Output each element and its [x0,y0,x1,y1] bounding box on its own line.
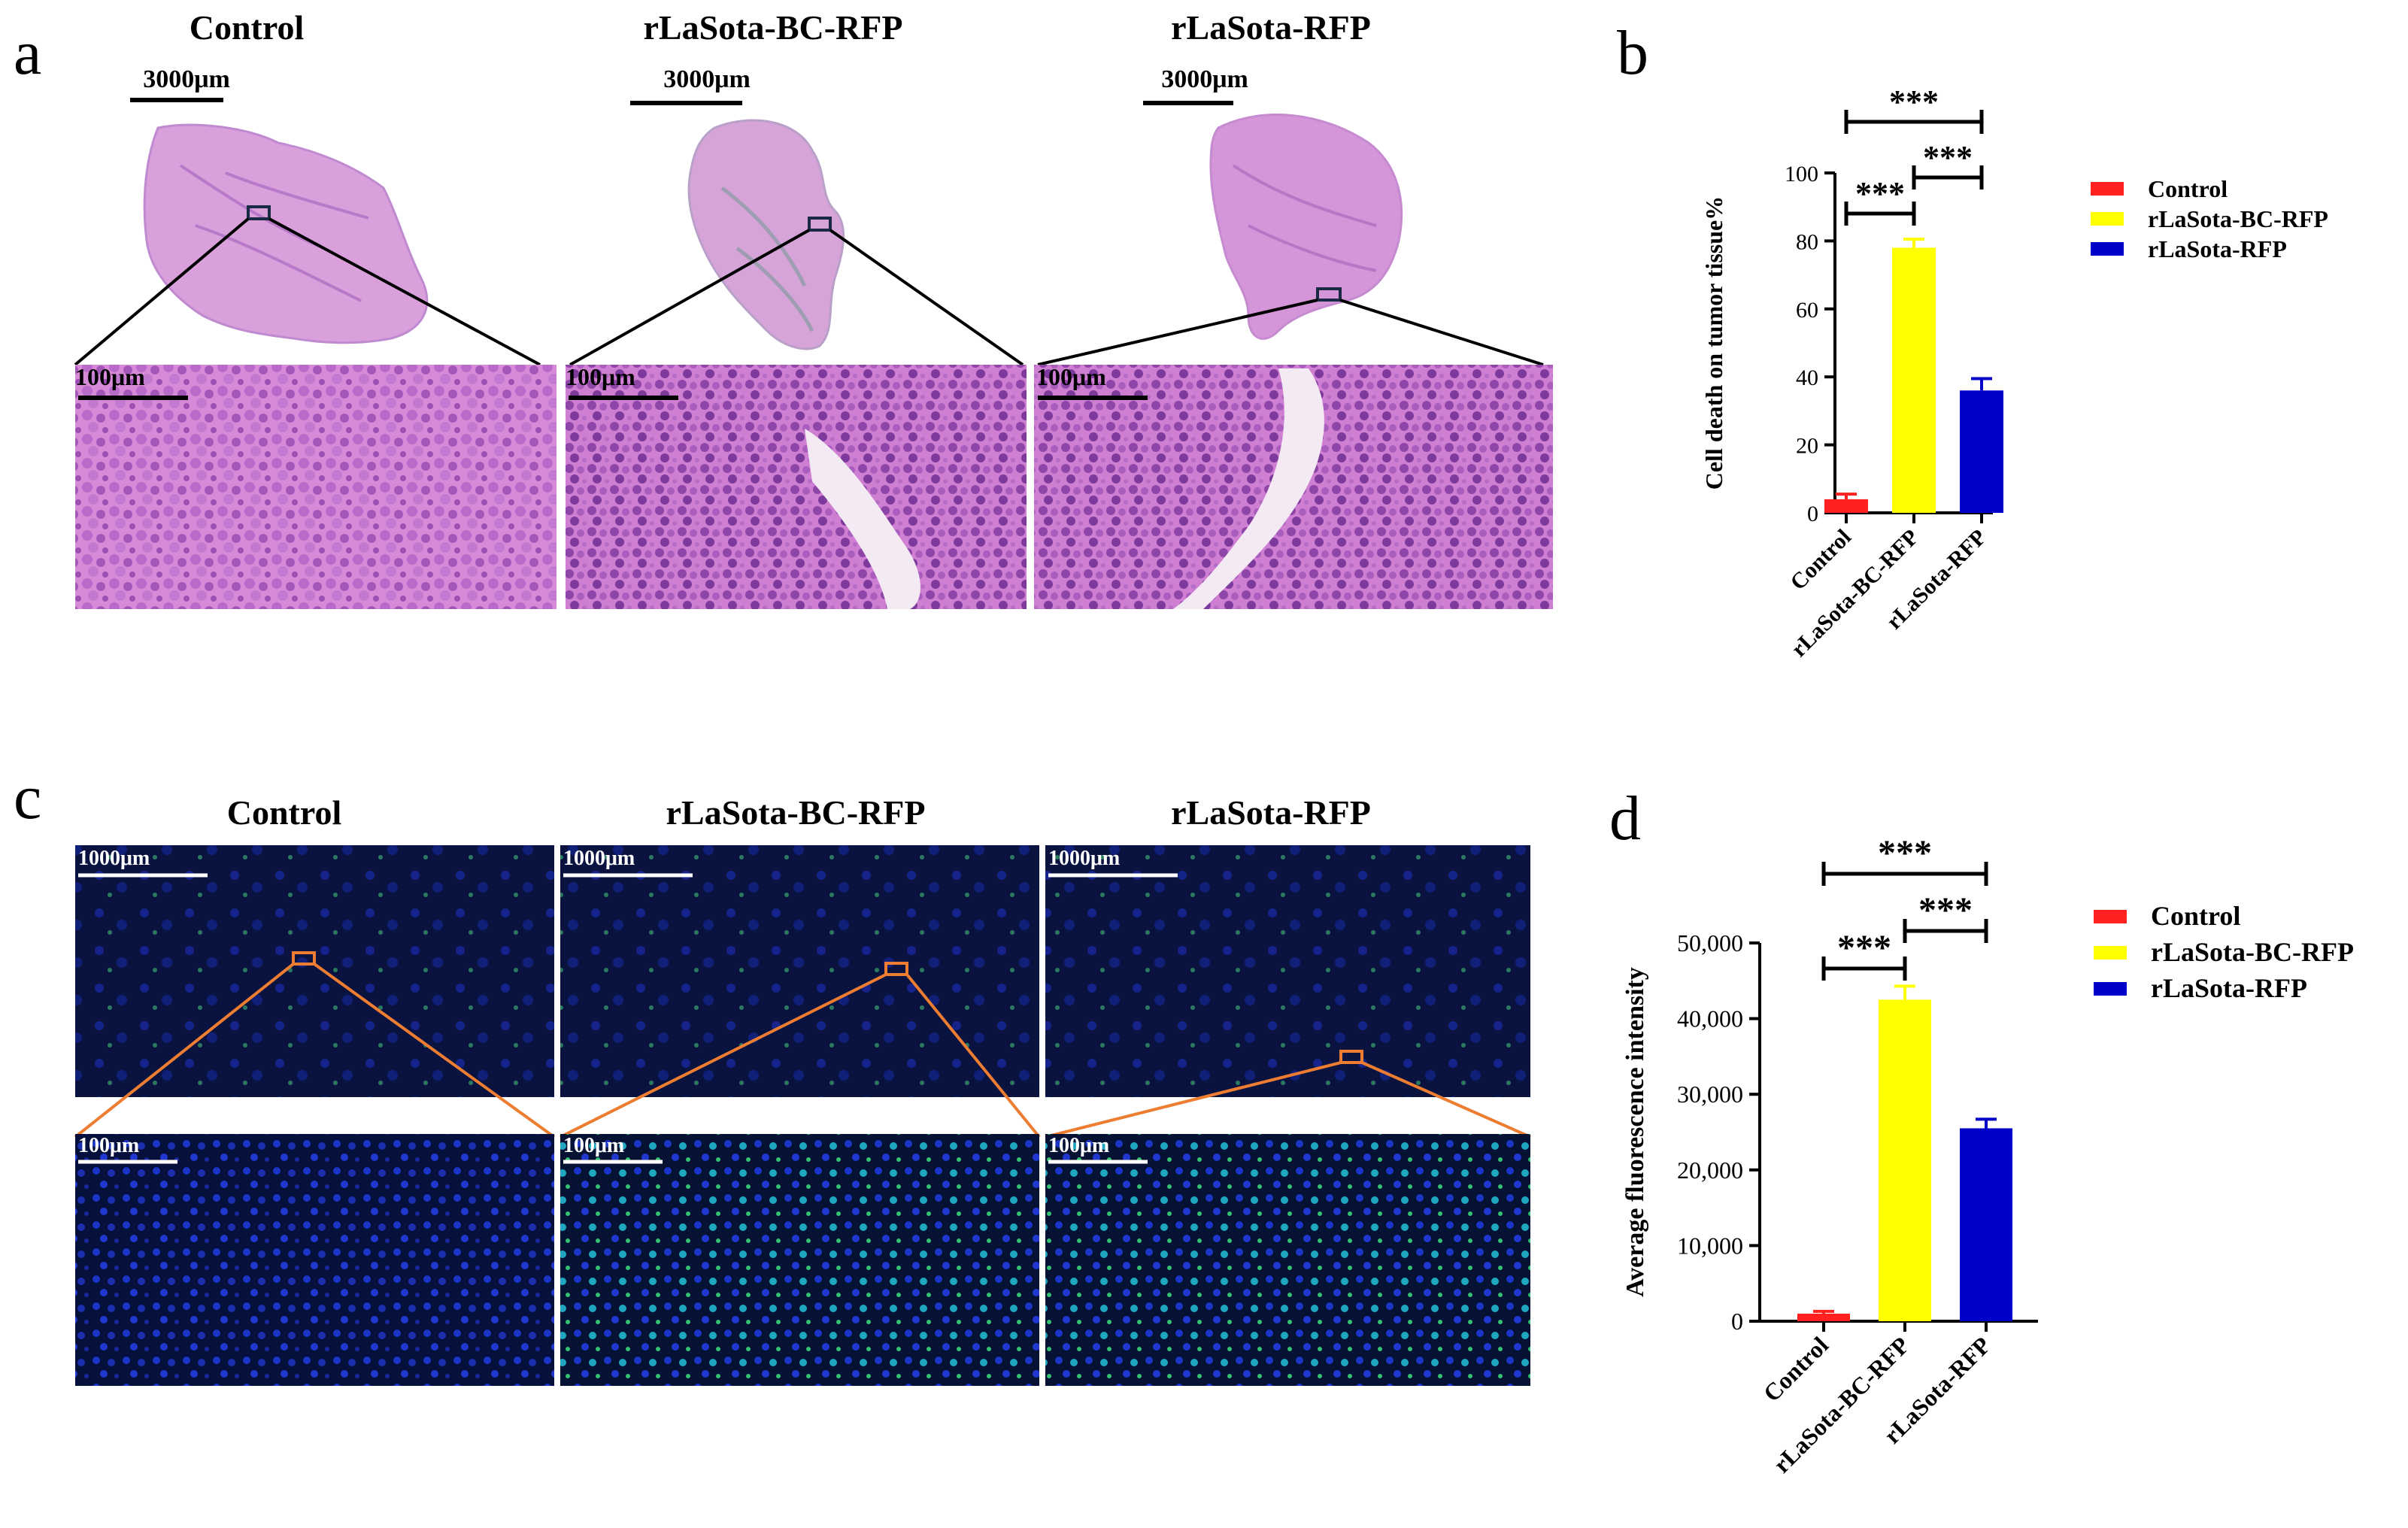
if-zoom-rfp [1045,1134,1530,1386]
tissue-overview-control [143,123,429,344]
if-roi-control [292,951,316,966]
y-tick-label: 10,000 [1677,1232,1743,1259]
if-overview-control [75,845,554,1097]
significance-label: *** [1855,175,1905,212]
chart-b: 0 20 40 60 80 100 Cell death on tumor tissue% C… [1700,83,2328,662]
if-zoom-control [75,1134,554,1386]
legend-swatch [2091,242,2124,256]
y-tick-label: 80 [1796,229,1818,254]
significance-label: *** [1918,890,1973,930]
bar [1892,247,1936,513]
legend-label: Control [2148,175,2228,202]
legend-swatch [2094,946,2127,960]
he-gap-rfp [1173,368,1324,609]
scalebar-label: 100μm [75,363,145,390]
tissue-texture-bc [720,186,814,332]
bar [1960,390,2003,513]
panel-b-letter: b [1617,18,1648,88]
tissue-texture-rfp [1232,164,1377,272]
if-roi-bc [884,962,908,976]
if-overview-bc [560,845,1039,1097]
y-tick-label: 30,000 [1677,1081,1743,1108]
legend-swatch [2091,182,2124,196]
tissue-overview-rfp [1209,114,1403,340]
y-tick-label: 60 [1796,298,1818,323]
panel-a-scalebar-rfp: 3000μm [1143,65,1248,105]
legend-label: rLaSota-BC-RFP [2151,937,2354,967]
legend-label: rLaSota-RFP [2148,235,2287,262]
he-gap-bc [805,429,920,609]
scalebar-label: 3000μm [143,65,230,93]
x-tick-label: rLaSota-BC-RFP [1787,525,1924,662]
scalebar-label: 100μm [563,1134,624,1157]
bar [1797,1313,1850,1321]
y-tick-label: 40 [1796,365,1818,390]
panel-d-letter: d [1609,784,1641,853]
tissue-overview-bc [687,119,845,350]
x-tick-label: rLaSota-BC-RFP [1768,1331,1915,1478]
y-tick-label: 100 [1785,162,1818,186]
roi-box-control [247,205,271,220]
y-axis-label: Cell death on tumor tissue% [1700,196,1727,490]
if-roi-rfp [1339,1050,1363,1064]
scalebar-label: 100μm [566,363,635,390]
legend-swatch [2091,212,2124,226]
y-tick-label: 20 [1796,434,1818,459]
x-tick-label: Control [1757,1331,1833,1407]
significance-label: *** [1889,83,1939,120]
scalebar-label: 3000μm [1161,65,1248,93]
scalebar-label: 1000μm [1048,847,1120,870]
panel-c-zoom-scalebars: 100μm 100μm 100μm [78,1134,1148,1164]
panel-a-title-control: Control [190,8,305,47]
scalebar-label: 100μm [1036,363,1106,390]
panel-a-scalebar-control: 3000μm [130,65,230,102]
y-tick-label: 50,000 [1677,929,1743,957]
scalebar-label: 1000μm [78,847,150,870]
panel-c-title-rfp: rLaSota-RFP [1171,793,1371,832]
bar [1879,999,1931,1321]
y-tick-label: 0 [1731,1308,1743,1335]
y-axis-label: Average fluorescence intensity [1621,967,1649,1297]
scalebar-label: 3000μm [663,65,751,93]
y-tick-label: 20,000 [1677,1157,1743,1184]
chart-d: 0 10,000 20,000 30,000 40,000 50,000 Average f… [1621,833,2354,1478]
significance-label: *** [1923,139,1973,176]
he-zoom-bc [566,365,1027,609]
significance-label: *** [1878,833,1932,873]
panel-c-title-control: Control [227,793,342,832]
significance-label: *** [1837,928,1891,968]
panel-c-overview-scalebars: 1000μm 1000μm 1000μm [78,847,1178,878]
panel-a-zoom-lines [74,217,1544,366]
roi-box-rfp [1316,287,1342,302]
panel-a-title-rfp: rLaSota-RFP [1171,8,1371,47]
legend-label: rLaSota-BC-RFP [2148,205,2328,232]
legend-label: rLaSota-RFP [2151,973,2307,1003]
bar [1960,1128,2012,1321]
he-zoom-control [75,365,557,609]
panel-c-letter: c [14,762,41,832]
y-tick-label: 40,000 [1677,1005,1743,1032]
if-overview-rfp [1045,845,1530,1097]
panel-a-letter: a [14,18,41,88]
panel-a-zoom-scalebars: 100μm 100μm 100μm [75,363,1148,400]
scalebar-label: 1000μm [563,847,635,870]
bar [1824,499,1868,513]
y-tick-label: 0 [1807,502,1818,526]
roi-box-bc [808,217,832,232]
panel-a-scalebar-bc: 3000μm [630,65,751,105]
if-zoom-bc [560,1134,1039,1386]
legend-swatch [2094,982,2127,996]
scalebar-label: 100μm [1048,1134,1109,1157]
scalebar-label: 100μm [78,1134,139,1157]
legend-label: Control [2151,901,2240,931]
legend-swatch [2094,910,2127,923]
panel-a-title-bc: rLaSota-BC-RFP [644,8,903,47]
panel-c-title-bc: rLaSota-BC-RFP [666,793,926,832]
panel-c-zoom-lines [74,963,1531,1138]
